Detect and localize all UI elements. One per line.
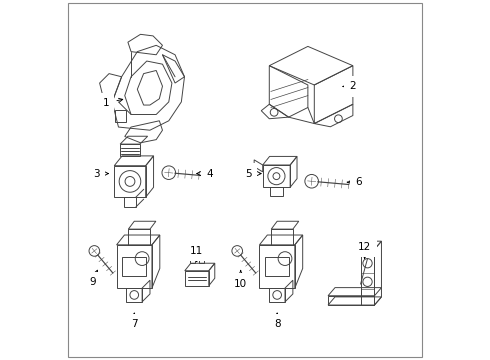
Text: 1: 1 (102, 98, 122, 108)
Bar (270, 187, 283, 196)
Text: 2: 2 (343, 81, 355, 91)
Bar (117, 245, 152, 288)
Text: 3: 3 (93, 168, 108, 179)
Text: 4: 4 (196, 168, 213, 179)
Text: 11: 11 (190, 246, 203, 261)
Bar (266, 257, 289, 276)
Bar (260, 245, 295, 288)
Text: 8: 8 (274, 313, 280, 329)
Text: 10: 10 (234, 270, 247, 289)
Bar (115, 110, 126, 122)
Text: 9: 9 (89, 270, 98, 287)
Bar (122, 257, 146, 276)
Text: 6: 6 (347, 177, 362, 187)
Text: 12: 12 (358, 242, 371, 258)
Text: 7: 7 (131, 313, 138, 329)
Text: 5: 5 (245, 168, 261, 179)
